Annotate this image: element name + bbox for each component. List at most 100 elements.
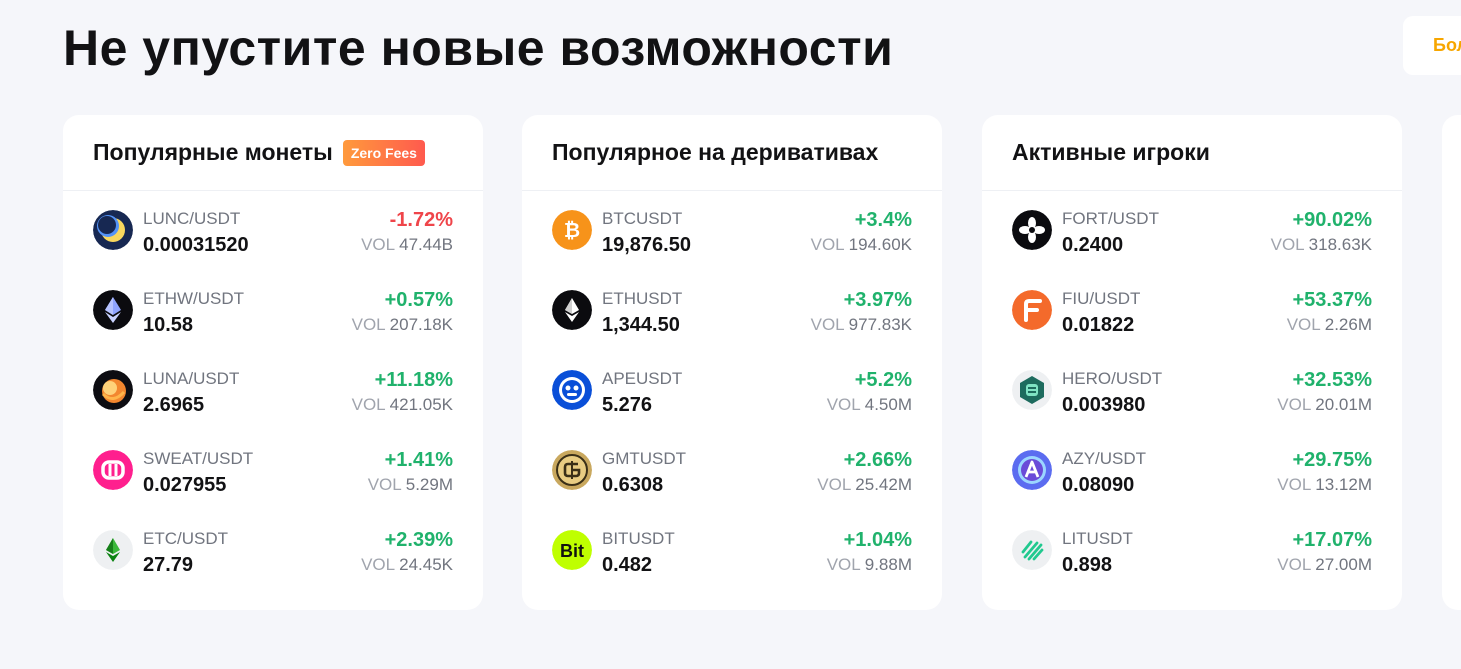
card-header: Активные игроки: [982, 115, 1402, 191]
price-change: -1.72%: [389, 209, 453, 231]
volume-value: 318.63K: [1308, 235, 1372, 254]
price-change: +32.53%: [1292, 369, 1372, 391]
ethw-icon: [93, 290, 133, 330]
price-change: +17.07%: [1292, 529, 1372, 551]
vol-label: VOL: [1270, 235, 1305, 254]
volume-value: 207.18K: [389, 315, 453, 334]
market-row[interactable]: AZY/USDT 0.08090 +29.75% VOL 13.12M: [982, 447, 1402, 527]
card-title: Активные игроки: [1012, 139, 1210, 165]
last-price: 0.898: [1062, 554, 1113, 576]
market-row[interactable]: LUNC/USDT 0.00031520 -1.72% VOL 47.44B: [63, 207, 483, 287]
volume: VOL 20.01M: [1277, 394, 1372, 416]
last-price: 27.79: [143, 554, 194, 576]
price-change: +3.4%: [854, 209, 912, 231]
market-row[interactable]: FIU/USDT 0.01822 +53.37% VOL 2.26M: [982, 287, 1402, 367]
volume-value: 5.29M: [405, 475, 453, 494]
pair-name: HERO/USDT: [1062, 369, 1163, 388]
more-button[interactable]: Бол: [1403, 16, 1461, 75]
market-row[interactable]: Bit BITUSDT 0.482 +1.04% VOL 9.88M: [522, 527, 942, 607]
market-row[interactable]: LITUSDT 0.898 +17.07% VOL 27.00M: [982, 527, 1402, 607]
gmt-icon: [552, 450, 592, 490]
vol-label: VOL: [361, 235, 396, 254]
market-row[interactable]: ETHW/USDT 10.58 +0.57% VOL 207.18K: [63, 287, 483, 367]
last-price: 0.027955: [143, 474, 227, 496]
last-price: 5.276: [602, 394, 653, 416]
lit-icon: [1012, 530, 1052, 570]
last-price: 1,344.50: [602, 314, 680, 336]
volume-value: 20.01M: [1315, 395, 1372, 414]
market-row[interactable]: ETC/USDT 27.79 +2.39% VOL 24.45K: [63, 527, 483, 607]
last-price: 0.2400: [1062, 234, 1124, 256]
price-change: +11.18%: [374, 369, 453, 391]
volume: VOL 25.42M: [817, 474, 912, 496]
price-change: +1.41%: [384, 449, 453, 471]
volume: VOL 13.12M: [1277, 474, 1372, 496]
vol-label: VOL: [1277, 475, 1312, 494]
card-popular-derivatives: Популярное на деривативах ₿ BTCUSDT 19,87…: [522, 115, 942, 610]
vol-label: VOL: [1277, 555, 1312, 574]
price-change: +90.02%: [1292, 209, 1372, 231]
last-price: 10.58: [143, 314, 194, 336]
ape-icon: [552, 370, 592, 410]
bit-icon: Bit: [552, 530, 592, 570]
coin-list: LUNC/USDT 0.00031520 -1.72% VOL 47.44B ETHW…: [63, 191, 483, 607]
market-row[interactable]: LUNA/USDT 2.6965 +11.18% VOL 421.05K: [63, 367, 483, 447]
volume-value: 25.42M: [855, 475, 912, 494]
volume: VOL 47.44B: [361, 234, 453, 256]
vol-label: VOL: [1286, 315, 1321, 334]
vol-label: VOL: [810, 235, 845, 254]
price-change: +53.37%: [1292, 289, 1372, 311]
pair-name: ETHW/USDT: [143, 289, 245, 308]
coin-list: FORT/USDT 0.2400 +90.02% VOL 318.63K FIU/US…: [982, 191, 1402, 607]
volume-value: 24.45K: [399, 555, 453, 574]
volume-value: 13.12M: [1315, 475, 1372, 494]
card-title: Популярное на деривативах: [552, 139, 879, 165]
volume-value: 421.05K: [389, 395, 453, 414]
volume-value: 977.83K: [848, 315, 912, 334]
last-price: 0.00031520: [143, 234, 249, 256]
market-row[interactable]: ₿ BTCUSDT 19,876.50 +3.4% VOL 194.60K: [522, 207, 942, 287]
volume: VOL 2.26M: [1287, 314, 1372, 336]
last-price: 0.08090: [1062, 474, 1135, 496]
zero-fees-badge: Zero Fees: [342, 139, 425, 166]
svg-text:₿: ₿: [564, 218, 580, 242]
market-row[interactable]: GMTUSDT 0.6308 +2.66% VOL 25.42M: [522, 447, 942, 527]
btc-icon: ₿: [552, 210, 592, 250]
last-price: 0.482: [602, 554, 653, 576]
pair-name: APEUSDT: [602, 369, 683, 388]
pair-name: LITUSDT: [1062, 529, 1133, 548]
volume: VOL 9.88M: [827, 554, 912, 576]
hero-icon: [1012, 370, 1052, 410]
pair-name: AZY/USDT: [1062, 449, 1147, 468]
etc-icon: [93, 530, 133, 570]
market-row[interactable]: SWEAT/USDT 0.027955 +1.41% VOL 5.29M: [63, 447, 483, 527]
volume-value: 47.44B: [399, 235, 453, 254]
volume: VOL 24.45K: [361, 554, 453, 576]
volume: VOL 421.05K: [352, 394, 453, 416]
volume-value: 194.60K: [848, 235, 912, 254]
vol-label: VOL: [1277, 395, 1312, 414]
price-change: +1.04%: [843, 529, 912, 551]
vol-label: VOL: [351, 395, 386, 414]
luna-icon: [93, 370, 133, 410]
vol-label: VOL: [351, 315, 386, 334]
azy-icon: [1012, 450, 1052, 490]
fort-icon: [1012, 210, 1052, 250]
vol-label: VOL: [361, 555, 396, 574]
coin-list: ₿ BTCUSDT 19,876.50 +3.4% VOL 194.60K ETHUS…: [522, 191, 942, 607]
market-row[interactable]: FORT/USDT 0.2400 +90.02% VOL 318.63K: [982, 207, 1402, 287]
market-row[interactable]: HERO/USDT 0.003980 +32.53% VOL 20.01M: [982, 367, 1402, 447]
sweat-icon: [93, 450, 133, 490]
volume-value: 9.88M: [864, 555, 912, 574]
pair-name: LUNA/USDT: [143, 369, 240, 388]
vol-label: VOL: [826, 555, 861, 574]
pair-name: BTCUSDT: [602, 209, 683, 228]
volume: VOL 207.18K: [352, 314, 453, 336]
market-row[interactable]: APEUSDT 5.276 +5.2% VOL 4.50M: [522, 367, 942, 447]
volume: VOL 318.63K: [1271, 234, 1372, 256]
card-header: Популярное на деривативах: [522, 115, 942, 191]
pair-name: SWEAT/USDT: [143, 449, 254, 468]
market-row[interactable]: ETHUSDT 1,344.50 +3.97% VOL 977.83K: [522, 287, 942, 367]
last-price: 0.01822: [1062, 314, 1135, 336]
pair-name: ETHUSDT: [602, 289, 683, 308]
